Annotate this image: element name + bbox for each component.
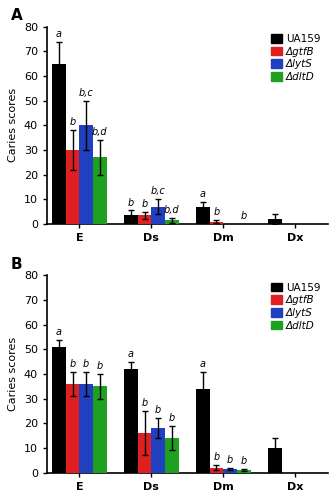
Text: b: b [169,413,175,423]
Text: b,c: b,c [79,88,94,98]
Text: a: a [128,349,134,359]
Text: b: b [70,358,76,368]
Text: b: b [241,211,247,221]
Text: b: b [241,456,247,466]
Bar [93,386,107,472]
Text: b: b [213,452,220,462]
Text: a: a [56,28,62,38]
Text: b,d: b,d [164,205,180,215]
Text: A: A [10,8,22,23]
Bar [237,470,251,472]
Text: b: b [155,406,161,415]
Bar [79,384,93,472]
Bar [268,219,282,224]
Bar [66,384,79,472]
Bar [52,347,66,472]
Bar [138,216,152,224]
Bar [196,207,210,224]
Text: b,c: b,c [151,186,166,196]
Text: b: b [97,361,103,371]
Bar [124,216,138,224]
Bar [210,222,223,224]
Text: a: a [200,189,206,199]
Bar [52,64,66,224]
Bar [124,369,138,472]
Text: b: b [213,208,220,218]
Bar [196,389,210,472]
Text: b: b [227,455,233,465]
Text: b,d: b,d [92,128,108,138]
Text: b: b [70,118,76,128]
Text: B: B [10,256,22,272]
Text: b: b [128,198,134,207]
Bar [165,438,179,472]
Text: b: b [83,358,89,368]
Text: a: a [200,358,206,368]
Bar [138,433,152,472]
Legend: UA159, ΔgtfB, ΔlytS, ΔdltD: UA159, ΔgtfB, ΔlytS, ΔdltD [269,280,323,332]
Bar [165,220,179,224]
Y-axis label: Caries scores: Caries scores [8,337,18,411]
Y-axis label: Caries scores: Caries scores [8,88,18,162]
Bar [152,207,165,224]
Bar [66,150,79,224]
Bar [223,469,237,472]
Bar [79,126,93,224]
Text: a: a [56,326,62,336]
Text: b: b [141,398,148,408]
Bar [210,468,223,472]
Bar [93,158,107,224]
Bar [152,428,165,472]
Legend: UA159, ΔgtfB, ΔlytS, ΔdltD: UA159, ΔgtfB, ΔlytS, ΔdltD [269,32,323,84]
Text: b: b [141,198,148,208]
Bar [268,448,282,472]
